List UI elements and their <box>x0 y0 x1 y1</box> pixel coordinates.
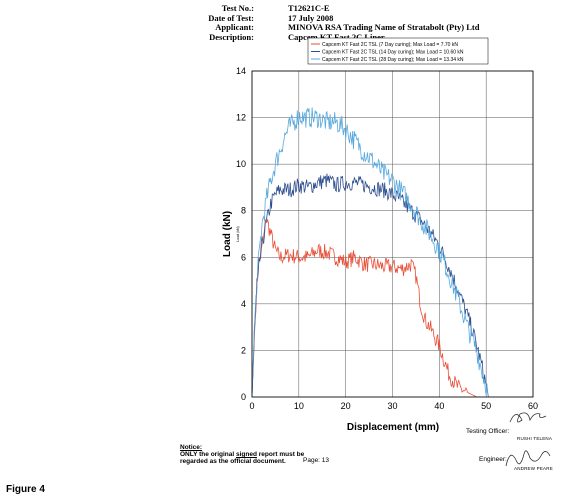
notice-line-1: ONLY the original signed report must be <box>180 451 304 458</box>
date-value: 17 July 2008 <box>288 12 334 23</box>
engineer-name: ANDREW PEARE <box>514 466 553 471</box>
x-tick-label: 40 <box>434 401 444 411</box>
test-no-value: T12621C-E <box>288 3 330 13</box>
x-tick-label: 30 <box>387 401 397 411</box>
y-tick-label: 0 <box>241 392 246 402</box>
series-line-3 <box>251 107 489 398</box>
header-row-test-no: Test No.: T12621C-E <box>0 3 576 14</box>
report-header: Test No.: T12621C-E Date of Test: 17 Jul… <box>0 3 576 43</box>
date-label: Date of Test: <box>208 12 254 23</box>
engineer-label: Engineer: <box>479 456 507 463</box>
test-no-label: Test No.: <box>221 3 254 13</box>
chart-series <box>251 107 489 398</box>
x-axis-label: Displacement (mm) <box>347 422 439 433</box>
testing-officer-signature <box>509 412 547 423</box>
x-tick-label: 60 <box>528 401 538 411</box>
header-row-applicant: Applicant: MINOVA RSA Trading Name of St… <box>0 22 576 33</box>
notice-line-1-post: report must be <box>256 451 305 458</box>
y-tick-label: 6 <box>241 252 246 262</box>
chart-axes: 0 10 20 30 40 50 60 0 2 4 6 8 10 12 14 <box>236 66 538 411</box>
series-line-1 <box>251 218 477 398</box>
notice-signed-word: signed <box>235 451 257 458</box>
y-tick-label: 12 <box>236 113 246 123</box>
chart-legend: Capcem KT Fast 2C TSL (7 Day curing); Ma… <box>307 37 489 65</box>
legend-entry: Capcem KT Fast 2C TSL (7 Day curing); Ma… <box>322 42 458 48</box>
applicant-label: Applicant: <box>215 22 254 32</box>
y-tick-label: 8 <box>241 206 246 216</box>
x-tick-label: 20 <box>341 401 351 411</box>
y-tick-label: 4 <box>241 299 246 309</box>
applicant-value: MINOVA RSA Trading Name of Stratabolt (P… <box>288 22 480 32</box>
x-tick-label: 50 <box>481 401 491 411</box>
y-tick-label: 14 <box>236 66 246 76</box>
y-tick-label: 2 <box>241 345 246 355</box>
x-tick-label: 10 <box>294 401 304 411</box>
description-value: Capcem KT Fast 2C Liner <box>288 31 385 42</box>
x-tick-label: 0 <box>249 401 254 411</box>
notice-line-1-pre: ONLY the original <box>180 451 236 458</box>
figure-caption: Figure 4 <box>6 484 45 495</box>
series-line-2 <box>251 173 489 398</box>
plot-frame <box>251 70 534 398</box>
legend-entry: Capcem KT Fast 2C TSL (28 Day curing); M… <box>322 57 464 63</box>
testing-officer-name: RUSHI TELENA <box>517 436 553 441</box>
header-row-description: Description: Capcem KT Fast 2C Liner <box>0 31 576 43</box>
notice-block: Notice: ONLY the original signed report … <box>180 444 304 465</box>
y-axis-label-small: Load (kN) <box>236 226 240 241</box>
legend-entry: Capcem KT Fast 2C TSL (14 Day curing); M… <box>322 49 464 55</box>
legend-box <box>307 37 489 65</box>
y-tick-label: 10 <box>236 159 246 169</box>
notice-line-2: regarded as the official document. <box>180 458 286 465</box>
engineer-signature <box>505 450 551 467</box>
header-row-date: Date of Test: 17 July 2008 <box>0 12 576 24</box>
y-axis-label: Load (kN) <box>222 211 233 257</box>
description-label: Description: <box>209 31 254 42</box>
testing-officer-label: Testing Officer: <box>466 428 510 435</box>
page-number: Page: 13 <box>303 457 330 464</box>
notice-title: Notice: <box>180 444 203 451</box>
